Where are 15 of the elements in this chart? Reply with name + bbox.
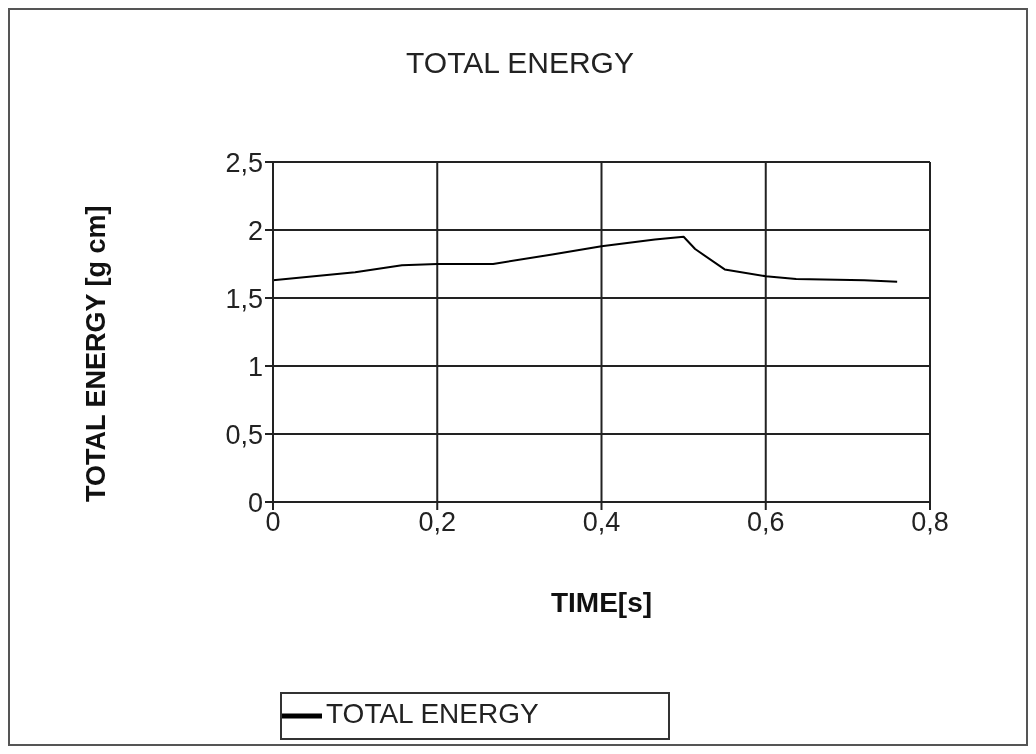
- y-tick-label: 1,5: [225, 283, 263, 314]
- y-axis-title: TOTAL ENERGY [g cm]: [80, 205, 111, 502]
- legend-label: TOTAL ENERGY: [326, 698, 539, 730]
- x-tick-label: 0,8: [911, 507, 949, 538]
- y-tick-label: 2: [247, 215, 263, 246]
- y-tick-label: 0,5: [225, 419, 263, 450]
- y-tick-label: 0: [247, 487, 263, 518]
- x-axis-title: TIME[s]: [550, 587, 653, 618]
- y-tick-label: 2,5: [225, 147, 263, 178]
- chart-title: TOTAL ENERGY: [405, 46, 635, 80]
- x-tick-label: 0,2: [418, 507, 457, 538]
- y-tick-label: 1: [247, 351, 263, 382]
- line-series: [273, 235, 899, 283]
- x-tick-label: 0,4: [582, 507, 621, 538]
- x-tick-label: 0,6: [746, 507, 785, 538]
